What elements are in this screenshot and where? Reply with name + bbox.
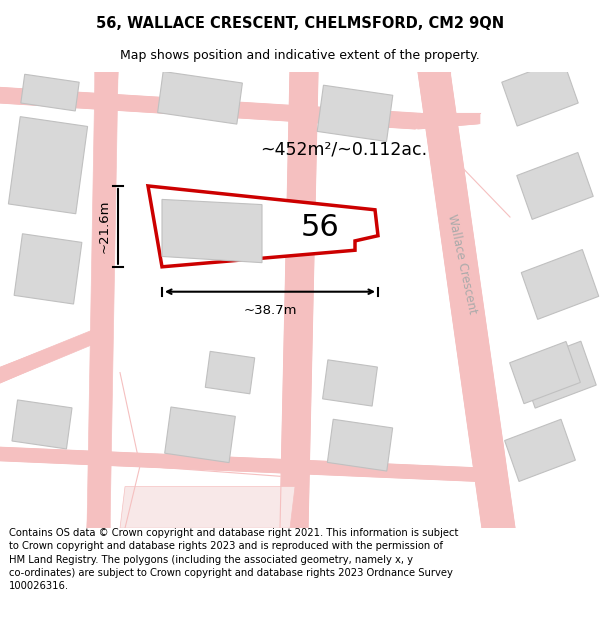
Polygon shape <box>502 59 578 126</box>
Polygon shape <box>317 85 393 141</box>
Polygon shape <box>415 113 480 129</box>
Polygon shape <box>0 329 100 383</box>
Polygon shape <box>0 88 418 129</box>
Text: 56: 56 <box>301 213 340 242</box>
Polygon shape <box>164 407 235 462</box>
Polygon shape <box>8 117 88 214</box>
Polygon shape <box>162 199 262 262</box>
Polygon shape <box>418 72 515 528</box>
Polygon shape <box>280 72 318 528</box>
Text: Contains OS data © Crown copyright and database right 2021. This information is : Contains OS data © Crown copyright and d… <box>9 528 458 591</box>
Polygon shape <box>0 448 480 481</box>
Polygon shape <box>120 487 295 528</box>
Polygon shape <box>520 341 596 408</box>
Text: Map shows position and indicative extent of the property.: Map shows position and indicative extent… <box>120 49 480 62</box>
Polygon shape <box>21 74 79 111</box>
Text: ~38.7m: ~38.7m <box>243 304 297 317</box>
Polygon shape <box>323 360 377 406</box>
Polygon shape <box>158 71 242 124</box>
Text: 56, WALLACE CRESCENT, CHELMSFORD, CM2 9QN: 56, WALLACE CRESCENT, CHELMSFORD, CM2 9Q… <box>96 16 504 31</box>
Text: Wallace Crescent: Wallace Crescent <box>445 213 479 315</box>
Polygon shape <box>87 72 118 528</box>
Polygon shape <box>205 351 255 394</box>
Polygon shape <box>517 152 593 219</box>
Polygon shape <box>509 341 580 404</box>
Polygon shape <box>14 234 82 304</box>
Polygon shape <box>328 419 392 471</box>
Polygon shape <box>148 186 378 267</box>
Polygon shape <box>12 400 72 449</box>
Polygon shape <box>505 419 575 481</box>
Text: ~452m²/~0.112ac.: ~452m²/~0.112ac. <box>260 141 427 159</box>
Polygon shape <box>521 249 599 319</box>
Text: ~21.6m: ~21.6m <box>98 199 111 253</box>
